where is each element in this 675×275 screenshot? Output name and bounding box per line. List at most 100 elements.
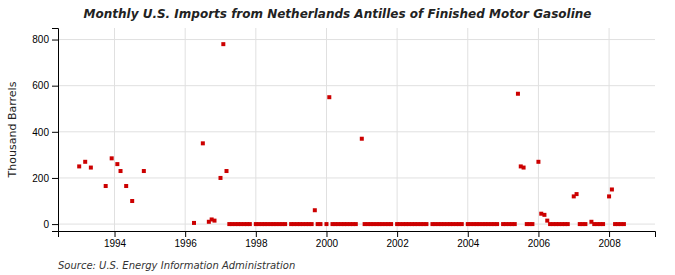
point — [601, 222, 605, 226]
x-tick-mark — [609, 231, 610, 237]
x-axis: 1994 1996 1998 2000 2002 2004 2006 2008 — [59, 231, 656, 249]
y-tick-mark — [52, 224, 58, 225]
x-tick-label: 1996 — [175, 238, 198, 249]
point — [460, 222, 464, 226]
grid-line-x — [467, 28, 468, 231]
grid-line-y — [58, 85, 655, 86]
points — [77, 42, 626, 226]
point — [142, 169, 146, 173]
point — [225, 169, 229, 173]
y-tick: 600 — [32, 80, 58, 91]
y-tick-label: 400 — [32, 127, 49, 138]
x-tick: 2006 — [528, 231, 551, 249]
y-tick-label: 200 — [32, 173, 49, 184]
point — [516, 92, 520, 96]
point — [221, 42, 225, 46]
x-tick: 2004 — [457, 231, 480, 249]
point — [310, 222, 314, 226]
y-tick-mark — [52, 40, 58, 41]
x-tick: 1998 — [245, 231, 268, 249]
point — [124, 184, 128, 188]
point — [583, 222, 587, 226]
point — [530, 222, 534, 226]
title: Monthly U.S. Imports from Netherlands An… — [84, 7, 592, 21]
grid-line-y — [58, 131, 655, 132]
point — [424, 222, 428, 226]
grid-line-x — [114, 28, 115, 231]
point — [622, 222, 626, 226]
point — [324, 222, 328, 226]
x-tick-mark — [397, 231, 398, 237]
x-tick: 2008 — [598, 231, 621, 249]
x-tick: 2002 — [386, 231, 409, 249]
y-tick-mark — [52, 86, 58, 87]
x-tick-label: 2000 — [316, 238, 339, 249]
point — [545, 219, 549, 223]
x-tick-mark — [326, 231, 327, 237]
y-tick-mark — [52, 178, 58, 179]
grid-line-x — [255, 28, 256, 231]
y-tick-mark — [52, 132, 58, 133]
y-tick: 800 — [32, 34, 58, 45]
grid — [58, 28, 655, 231]
annotation: Source: U.S. Energy Information Administ… — [58, 260, 295, 271]
point — [360, 137, 364, 141]
grid-line-x — [185, 28, 186, 231]
point — [192, 221, 196, 225]
point — [115, 162, 119, 166]
point — [83, 160, 87, 164]
y-axis-line — [52, 29, 59, 232]
point — [575, 192, 579, 196]
y-axis: 0 200 400 600 800 — [32, 29, 58, 232]
point — [313, 208, 317, 212]
x-tick-mark — [538, 231, 539, 237]
point — [354, 222, 358, 226]
x-tick-mark — [256, 231, 257, 237]
point — [89, 166, 93, 170]
point — [327, 95, 331, 99]
point — [610, 187, 614, 191]
x-tick-label: 2004 — [457, 238, 480, 249]
y-tick: 400 — [32, 127, 58, 138]
point — [218, 176, 222, 180]
point — [607, 194, 611, 198]
plot-area: 1994 1996 1998 2000 2002 2004 2006 2008 0 200 400 6… — [32, 28, 655, 249]
y-axis-title: Thousand Barrels — [6, 81, 19, 178]
y-tick-label: 600 — [32, 80, 49, 91]
x-axis-line — [59, 232, 656, 238]
x-tick-label: 2002 — [386, 238, 409, 249]
point — [513, 222, 517, 226]
y-tick: 200 — [32, 173, 58, 184]
grid-line-y — [58, 39, 655, 40]
point — [522, 166, 526, 170]
grid-line-y — [58, 177, 655, 178]
point — [542, 213, 546, 217]
x-tick: 1994 — [104, 231, 127, 249]
point — [283, 222, 287, 226]
point — [536, 160, 540, 164]
x-tick-mark — [115, 231, 116, 237]
point — [389, 222, 393, 226]
y-tick-label: 800 — [32, 34, 49, 45]
point — [77, 164, 81, 168]
grid-line-x — [609, 28, 610, 231]
x-tick: 2000 — [316, 231, 339, 249]
point — [495, 222, 499, 226]
point — [104, 184, 108, 188]
x-tick-mark — [185, 231, 186, 237]
point — [110, 156, 114, 160]
point — [212, 219, 216, 223]
y-tick-label: 0 — [43, 219, 49, 230]
x-tick: 1996 — [175, 231, 198, 249]
x-tick-label: 1994 — [104, 238, 127, 249]
x-tick-label: 2008 — [598, 238, 621, 249]
point — [201, 141, 205, 145]
x-tick-label: 2006 — [528, 238, 551, 249]
point — [566, 222, 570, 226]
chart: 1994 1996 1998 2000 2002 2004 2006 2008 0 200 400 6… — [0, 0, 675, 275]
x-tick-mark — [468, 231, 469, 237]
grid-line-x — [326, 28, 327, 231]
point — [119, 169, 123, 173]
x-tick-label: 1998 — [245, 238, 268, 249]
point — [130, 199, 134, 203]
